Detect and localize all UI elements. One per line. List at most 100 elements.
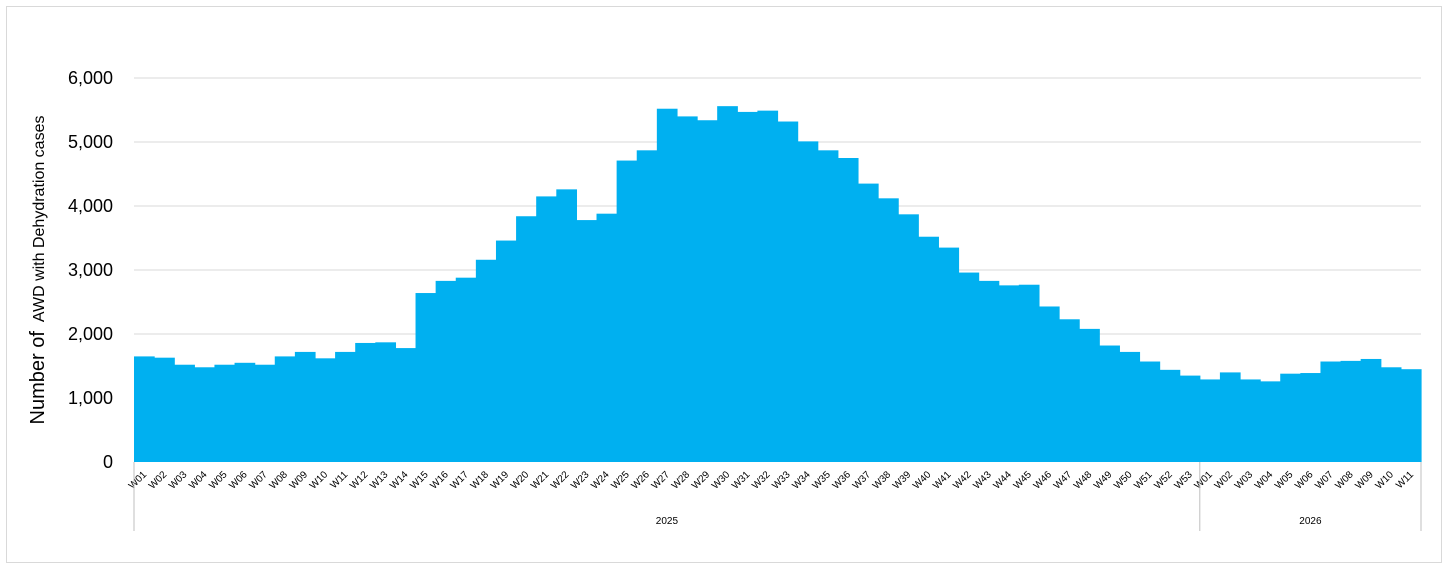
bar — [737, 111, 758, 463]
bar — [234, 362, 256, 462]
x-tick-label: W06 — [1293, 469, 1316, 492]
year-groups: 2025 2026 — [133, 462, 1422, 531]
bar — [1380, 367, 1402, 462]
x-tick-label: W41 — [931, 469, 954, 492]
x-tick-label: W05 — [207, 469, 230, 492]
x-tick-label: W37 — [851, 469, 874, 492]
x-tick-label: W10 — [1374, 469, 1397, 492]
x-tick-label: W24 — [589, 469, 612, 492]
y-tick-label: 6,000 — [68, 68, 113, 88]
x-tick-label: W50 — [1112, 469, 1135, 492]
bar — [274, 356, 296, 462]
bar — [214, 364, 236, 462]
x-tick-label: W14 — [388, 469, 411, 492]
bar — [958, 272, 980, 462]
x-tick-label: W29 — [690, 469, 713, 492]
y-axis-label-main: AWD with Dehydration cases — [31, 116, 48, 323]
bar — [636, 150, 658, 462]
x-tick-label: W36 — [831, 469, 854, 492]
bar — [1139, 361, 1161, 462]
bar — [1300, 373, 1322, 462]
x-tick-label: W08 — [1333, 469, 1356, 492]
x-tick-label: W48 — [1072, 469, 1095, 492]
x-tick-label: W42 — [951, 469, 974, 492]
x-tick-label: W09 — [288, 469, 311, 492]
bar — [898, 214, 919, 462]
bar — [797, 141, 819, 463]
x-tick-label: W15 — [408, 469, 431, 492]
bar — [314, 358, 336, 462]
bar — [395, 348, 417, 462]
bar — [1360, 358, 1382, 462]
bar — [375, 342, 397, 462]
bar — [938, 247, 960, 462]
bar — [1280, 373, 1301, 462]
bar — [1119, 351, 1141, 462]
bar — [1320, 361, 1342, 462]
x-tick-label: W02 — [147, 469, 170, 492]
x-tick-label: W34 — [790, 469, 813, 492]
bar — [616, 160, 638, 462]
x-tick-label: W07 — [1313, 469, 1336, 492]
bar — [254, 364, 276, 462]
x-tick-label: W45 — [1012, 469, 1035, 492]
bar — [1159, 369, 1181, 462]
bar — [455, 277, 477, 462]
bar — [817, 150, 839, 462]
bar — [1038, 306, 1060, 462]
bar — [596, 213, 618, 462]
x-tick-label: W17 — [449, 469, 472, 492]
x-tick-label: W12 — [348, 469, 371, 492]
x-tick-label: W11 — [328, 469, 350, 491]
x-tick-label: W19 — [489, 469, 512, 492]
bar — [656, 108, 678, 462]
bar — [154, 357, 175, 462]
bar — [576, 220, 598, 462]
x-tick-label: W52 — [1152, 469, 1175, 492]
bar — [837, 158, 859, 462]
x-tick-labels: W01W02W03W04W05W06W07W08W09W10W11W12W13W… — [127, 469, 1417, 492]
year-label: 2026 — [1299, 516, 1322, 527]
bar — [174, 364, 195, 462]
bar — [978, 280, 1000, 462]
x-tick-label: W04 — [187, 469, 210, 492]
bar — [536, 196, 557, 462]
x-tick-label: W35 — [811, 469, 834, 492]
bars — [134, 106, 1422, 463]
bar — [697, 120, 718, 463]
bar — [355, 342, 376, 462]
bar — [757, 110, 779, 462]
bar — [717, 106, 738, 462]
bar — [556, 189, 578, 463]
x-tick-label: W05 — [1273, 469, 1296, 492]
x-tick-label: W46 — [1032, 469, 1055, 492]
bar — [878, 198, 899, 462]
x-tick-label: W30 — [710, 469, 733, 492]
bar — [918, 236, 939, 462]
x-tick-label: W21 — [529, 469, 552, 492]
bar — [1059, 319, 1080, 462]
x-tick-label: W03 — [167, 469, 190, 492]
bar — [1400, 369, 1422, 462]
bar — [676, 116, 698, 463]
x-tick-label: W10 — [308, 469, 331, 492]
bar — [1079, 328, 1100, 462]
x-tick-label: W07 — [248, 469, 271, 492]
y-tick-label: 3,000 — [68, 260, 113, 280]
bar — [495, 240, 517, 462]
y-tick-label: 2,000 — [68, 324, 113, 344]
x-tick-label: W39 — [891, 469, 914, 492]
x-tick-label: W08 — [268, 469, 291, 492]
bar — [516, 216, 537, 462]
bar — [294, 351, 316, 462]
x-tick-label: W09 — [1354, 469, 1377, 492]
y-tick-labels: 0 1,000 2,000 3,000 4,000 5,000 6,000 — [68, 68, 113, 472]
x-tick-label: W03 — [1233, 469, 1256, 492]
x-tick-label: W18 — [469, 469, 492, 492]
bar — [1260, 381, 1281, 462]
bar — [335, 351, 356, 462]
y-tick-label: 1,000 — [68, 388, 113, 408]
x-tick-label: W22 — [549, 469, 572, 492]
x-tick-label: W06 — [227, 469, 250, 492]
x-tick-label: W01 — [1193, 469, 1216, 492]
